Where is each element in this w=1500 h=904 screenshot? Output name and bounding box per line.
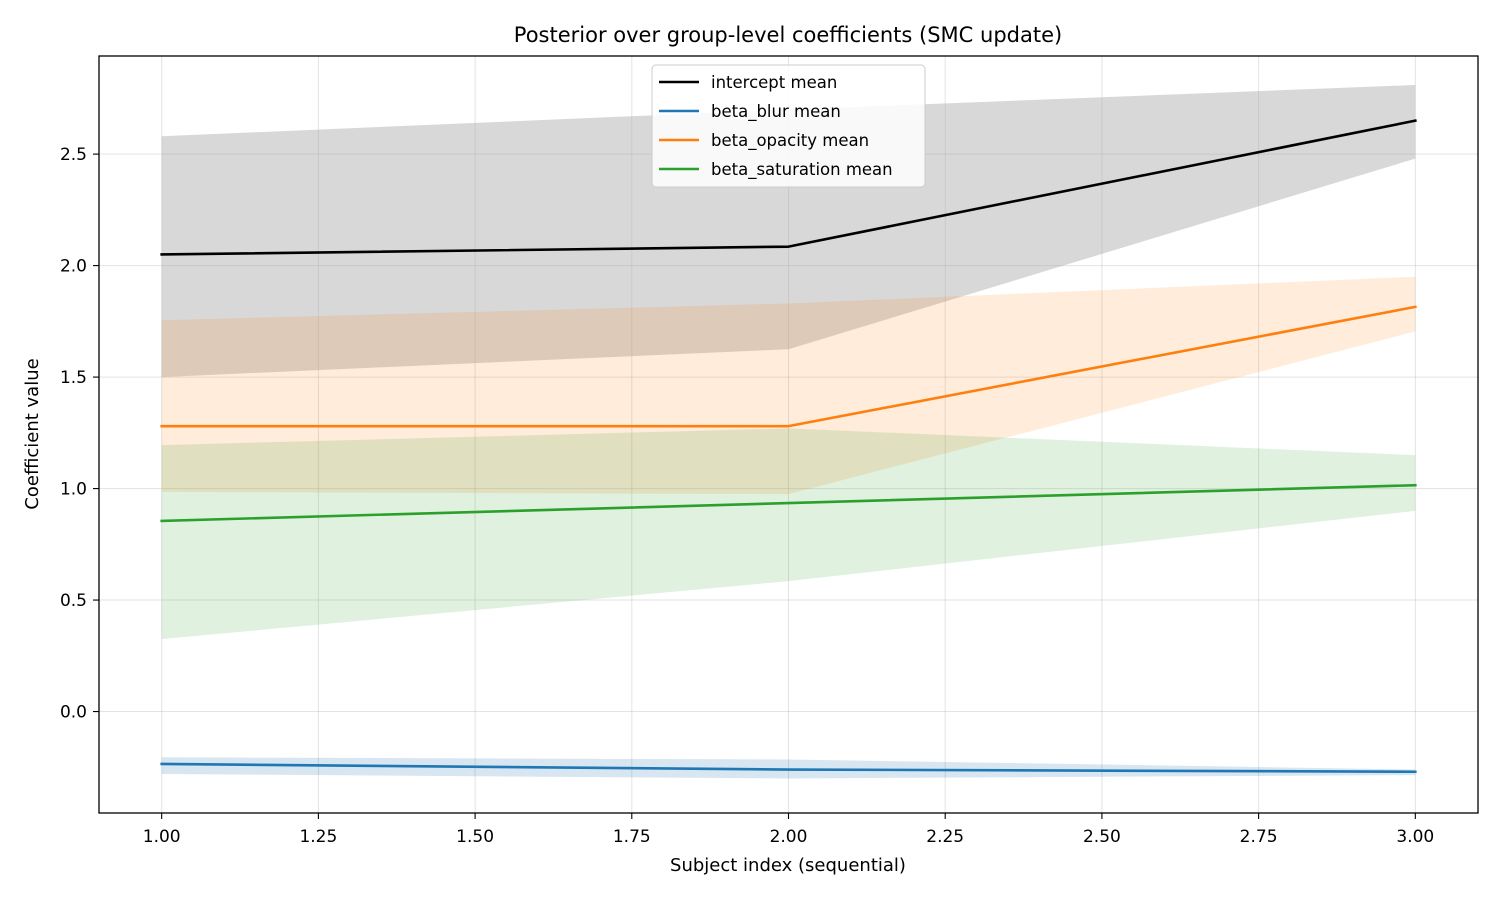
y-axis-label: Coefficient value: [22, 358, 43, 509]
y-axis-ticks: 0.0 0.5 1.0 1.5 2.0 2.5: [60, 145, 99, 723]
opacity-mean-line: [160, 305, 1417, 428]
x-axis-label: Subject index (sequential): [670, 855, 906, 876]
y-tick-label: 0.5: [60, 591, 87, 611]
x-tick-label: 2.50: [1083, 827, 1121, 847]
x-tick-label: 1.50: [456, 827, 494, 847]
intercept-credible-band: [161, 84, 1416, 378]
intercept-mean-line: [160, 119, 1417, 256]
y-tick-label: 1.5: [60, 368, 87, 388]
mean-lines: [160, 119, 1417, 774]
y-tick-label: 0.0: [60, 703, 87, 723]
x-tick-label: 2.75: [1240, 827, 1278, 847]
saturation-mean-line: [160, 483, 1417, 523]
credible-bands: [161, 84, 1416, 779]
legend: intercept mean beta_blur mean beta_opacity…: [651, 64, 926, 188]
x-tick-label: 2.25: [926, 827, 964, 847]
legend-box: [651, 64, 926, 188]
y-tick-label: 1.0: [60, 480, 87, 500]
y-tick-label: 2.0: [60, 257, 87, 277]
legend-label-intercept: intercept mean: [711, 73, 837, 92]
blur-credible-band: [161, 757, 1416, 779]
x-tick-label: 2.00: [770, 827, 808, 847]
legend-label-saturation: beta_saturation mean: [711, 160, 893, 180]
saturation-credible-band: [161, 428, 1416, 640]
opacity-credible-band: [161, 276, 1416, 495]
legend-label-opacity: beta_opacity mean: [711, 131, 869, 151]
x-tick-label: 1.00: [143, 827, 181, 847]
x-tick-label: 1.75: [613, 827, 651, 847]
legend-label-blur: beta_blur mean: [711, 102, 841, 122]
chart-title: Posterior over group-level coefficients …: [514, 23, 1062, 47]
blur-mean-line: [160, 762, 1417, 774]
x-tick-label: 3.00: [1396, 827, 1434, 847]
x-tick-label: 1.25: [299, 827, 337, 847]
x-axis-ticks: 1.00 1.25 1.50 1.75 2.00 2.25 2.50 2.75 3.00: [143, 813, 1434, 847]
y-tick-label: 2.5: [60, 145, 87, 165]
